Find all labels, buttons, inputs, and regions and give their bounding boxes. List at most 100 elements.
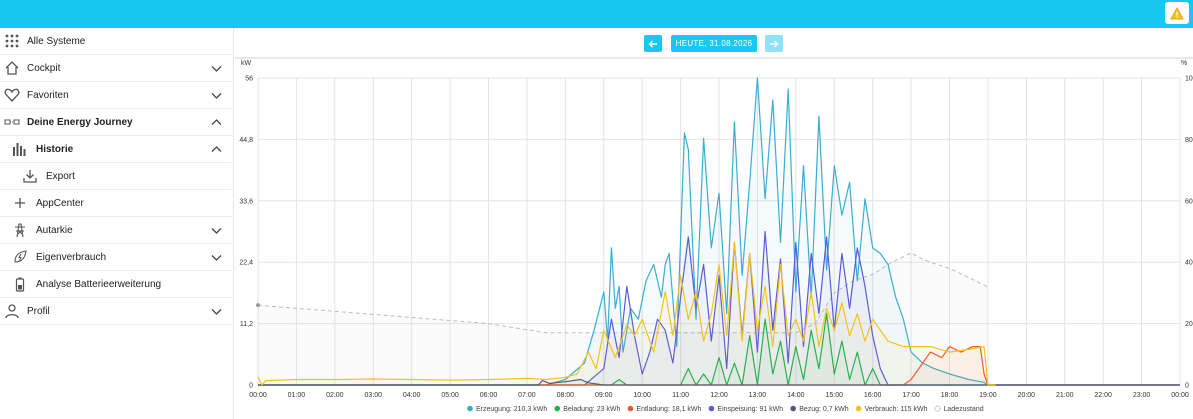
chevron-down-icon[interactable] xyxy=(211,63,222,74)
y-tick-label-left: 56 xyxy=(245,76,253,83)
legend-marker-bezug xyxy=(790,405,796,412)
x-tick-label: 22:00 xyxy=(1094,392,1112,399)
legend-label-erzeugung: Erzeugung: 210,3 kWh xyxy=(476,406,547,413)
y-tick-label-left: 44,8 xyxy=(239,137,253,144)
legend-marker-entladung xyxy=(627,405,634,412)
x-tick-label: 12:00 xyxy=(710,392,728,399)
chevron-up-icon[interactable] xyxy=(211,117,222,128)
previous-day-button[interactable] xyxy=(644,35,662,52)
legend-label-ladezustand: Ladezustand xyxy=(944,406,984,413)
arrow-left-icon xyxy=(648,40,657,47)
chevron-down-icon[interactable] xyxy=(211,306,222,317)
grid-icon xyxy=(5,34,19,48)
x-tick-label: 07:00 xyxy=(518,392,536,399)
leaf-bolt-icon xyxy=(14,250,27,263)
legend-label-beladung: Beladung: 23 kWh xyxy=(563,406,620,413)
y-tick-label-right: 60 xyxy=(1185,198,1193,205)
sidebar-item-label: Alle Systeme xyxy=(27,36,86,47)
x-tick-label: 14:00 xyxy=(787,392,805,399)
x-tick-label: 18:00 xyxy=(941,392,959,399)
series-start-point-ladezustand xyxy=(256,303,260,308)
sidebar-item-label: Favoriten xyxy=(27,90,69,101)
chevron-up-icon[interactable] xyxy=(211,144,222,155)
x-tick-label: 13:00 xyxy=(749,392,767,399)
series-line-erzeugung xyxy=(258,77,996,386)
x-tick-label: 17:00 xyxy=(902,392,920,399)
series-line-verbrauch xyxy=(257,241,996,386)
y-tick-label-right: 80 xyxy=(1185,137,1193,144)
y-tick-label-left: 22,4 xyxy=(239,260,253,267)
battery-icon xyxy=(15,277,25,292)
y-tick-label-left: 33,6 xyxy=(239,198,253,205)
sidebar-item-autarkie[interactable]: Autarkie xyxy=(0,217,231,244)
legend-marker-einspeisung xyxy=(708,405,715,412)
sidebar-item-alle-systeme[interactable]: Alle Systeme xyxy=(0,28,231,55)
x-tick-label: 20:00 xyxy=(1018,392,1036,399)
heart-icon xyxy=(4,88,20,102)
energy-history-chart[interactable]: kW% 0 11,2 22,4 33,6 44,8 56 0 20 40 60 80 100 00:00 0… xyxy=(235,28,1193,419)
sidebar-item-label: Eigenverbrauch xyxy=(36,252,107,263)
legend-marker-ladezustand xyxy=(934,405,941,412)
sidebar-item-label: Historie xyxy=(36,144,74,155)
sidebar-item-historie[interactable]: Historie xyxy=(0,136,231,163)
x-tick-label: 01:00 xyxy=(288,392,306,399)
x-tick-label: 21:00 xyxy=(1056,392,1074,399)
x-tick-label: 00:00 xyxy=(249,392,267,399)
bar-chart-icon xyxy=(13,143,26,156)
top-bar xyxy=(0,0,1193,28)
sidebar-item-cockpit[interactable]: Cockpit xyxy=(0,55,231,82)
date-picker-button[interactable]: HEUTE, 31.08.2026 xyxy=(671,35,757,52)
sidebar-item-label: Export xyxy=(46,171,75,182)
sidebar-item-export[interactable]: Export xyxy=(0,163,231,190)
sidebar-item-label: Deine Energy Journey xyxy=(27,117,133,128)
sidebar-item-label: Autarkie xyxy=(36,225,73,236)
sidebar-item-analyse-batterieerweiterung[interactable]: Analyse Batterieerweiterung xyxy=(0,271,231,298)
series-area-ladezustand xyxy=(258,253,988,385)
sidebar-item-profil[interactable]: Profil xyxy=(0,298,231,325)
sidebar-item-energy-journey[interactable]: Deine Energy Journey xyxy=(0,109,231,136)
chevron-down-icon[interactable] xyxy=(211,225,222,236)
home-icon xyxy=(5,61,19,75)
warning-button[interactable] xyxy=(1165,2,1189,24)
sidebar: Alle Systeme Cockpit Favoriten Deine Ene… xyxy=(0,28,234,419)
y-tick-label-left: 11,2 xyxy=(240,321,253,328)
sidebar-item-label: Profil xyxy=(27,306,50,317)
x-tick-label: 15:00 xyxy=(825,392,843,399)
y-tick-label-right: 100 xyxy=(1185,76,1193,83)
chevron-down-icon[interactable] xyxy=(211,90,222,101)
sidebar-item-appcenter[interactable]: AppCenter xyxy=(0,190,231,217)
sidebar-item-label: Cockpit xyxy=(27,63,61,74)
series-area-erzeugung xyxy=(258,78,996,385)
legend-label-entladung: Entladung: 18,1 kWh xyxy=(636,406,701,413)
sidebar-item-label: Analyse Batterieerweiterung xyxy=(36,279,162,290)
series-area-entladung xyxy=(258,346,1180,385)
x-tick-label: 08:00 xyxy=(557,392,575,399)
x-tick-label: 10:00 xyxy=(633,392,651,399)
legend-label-einspeisung: Einspeisung: 91 kWh xyxy=(717,406,783,413)
arrow-right-icon xyxy=(770,40,779,47)
warning-icon xyxy=(1170,6,1184,19)
download-icon xyxy=(23,170,37,183)
legend-label-verbrauch: Verbrauch: 115 kWh xyxy=(865,406,928,413)
next-day-button[interactable] xyxy=(765,35,783,52)
energy-journey-icon xyxy=(4,119,20,125)
sidebar-item-eigenverbrauch[interactable]: Eigenverbrauch xyxy=(0,244,231,271)
chevron-down-icon[interactable] xyxy=(211,252,222,263)
power-tower-icon xyxy=(15,223,25,238)
x-tick-label: 16:00 xyxy=(864,392,882,399)
x-tick-label: 11:00 xyxy=(672,392,689,399)
legend-label-bezug: Bezug: 0,7 kWh xyxy=(799,406,849,413)
y-tick-label-left: 0 xyxy=(249,383,253,390)
y-axis-unit-left: kW xyxy=(241,60,252,67)
sidebar-item-favoriten[interactable]: Favoriten xyxy=(0,82,231,109)
x-tick-label: 06:00 xyxy=(480,392,498,399)
x-tick-label: 03:00 xyxy=(364,392,382,399)
main-content: HEUTE, 31.08.2026 kW% 0 11,2 22,4 33,6 44,8 56… xyxy=(235,28,1193,419)
date-navigation: HEUTE, 31.08.2026 xyxy=(235,28,1193,59)
legend-marker-erzeugung xyxy=(467,405,473,412)
x-tick-label: 05:00 xyxy=(441,392,459,399)
plus-icon xyxy=(15,198,25,208)
y-tick-label-right: 40 xyxy=(1185,260,1193,267)
legend-marker-verbrauch xyxy=(855,405,862,412)
user-icon xyxy=(5,304,19,319)
